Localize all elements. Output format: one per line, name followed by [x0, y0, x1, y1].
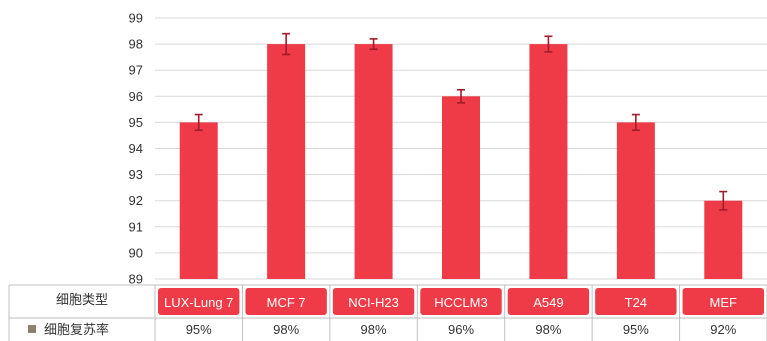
y-tick-label: 98: [129, 37, 143, 52]
y-tick-label: 96: [129, 89, 143, 104]
table-value-cell: 95%: [186, 322, 212, 337]
data-table: 细胞类型 细胞复苏率 LUX-Lung 7 95% MCF 7 98% NCI-H23 9…: [8, 284, 767, 341]
error-bar: [719, 190, 728, 211]
category-label-box: [595, 288, 677, 315]
y-tick-label: 95: [129, 115, 143, 130]
error-bar: [457, 88, 465, 104]
error-bar: [544, 35, 553, 53]
y-tick-label: 99: [129, 11, 143, 26]
y-tick-label: 92: [129, 193, 143, 208]
table-value-cell: 92%: [710, 322, 736, 337]
bar: [354, 44, 393, 279]
x-category-label: MEF: [710, 295, 738, 310]
x-category-label: NCI-H23: [348, 295, 399, 310]
category-label-box: [332, 288, 415, 315]
bar: [616, 122, 655, 280]
x-category-label: T24: [625, 295, 647, 310]
bar: [179, 122, 218, 280]
y-tick-label: 91: [129, 219, 143, 234]
bar: [704, 200, 743, 279]
error-bar: [282, 32, 291, 56]
category-label-box: [420, 288, 502, 315]
table-value-cell: 96%: [448, 322, 474, 337]
y-tick-label: 94: [129, 141, 143, 156]
table-value-cell: 98%: [273, 322, 299, 337]
y-tick-label: 97: [129, 63, 143, 78]
category-label-box: [158, 288, 240, 315]
bar: [267, 44, 306, 279]
error-bar: [194, 113, 203, 132]
table-value-cell: 95%: [623, 322, 649, 337]
category-label-box: [682, 288, 764, 315]
category-label-box: [245, 288, 327, 315]
y-axis: 89 90 91 92 93 94 95 96 97 98 99: [129, 11, 143, 287]
error-bar: [631, 113, 640, 132]
error-bars: [194, 32, 728, 211]
table-value-cell: 98%: [535, 322, 561, 337]
x-category-label: LUX-Lung 7: [164, 295, 233, 310]
legend-key: [28, 325, 36, 333]
error-bar: [369, 38, 378, 51]
table-header-label: 细胞类型: [56, 292, 108, 307]
y-tick-label: 89: [129, 272, 143, 287]
y-tick-label: 93: [129, 167, 143, 182]
table-value-cell: 98%: [361, 322, 387, 337]
x-category-label: HCCLM3: [434, 295, 487, 310]
category-label-box: [507, 288, 590, 315]
bar: [529, 44, 568, 279]
bar: [442, 96, 480, 279]
x-category-label: A549: [533, 295, 563, 310]
y-tick-label: 90: [129, 245, 143, 260]
x-category-label: MCF 7: [267, 295, 306, 310]
table-row-label: 细胞复苏率: [44, 322, 109, 337]
bars: [179, 44, 743, 280]
